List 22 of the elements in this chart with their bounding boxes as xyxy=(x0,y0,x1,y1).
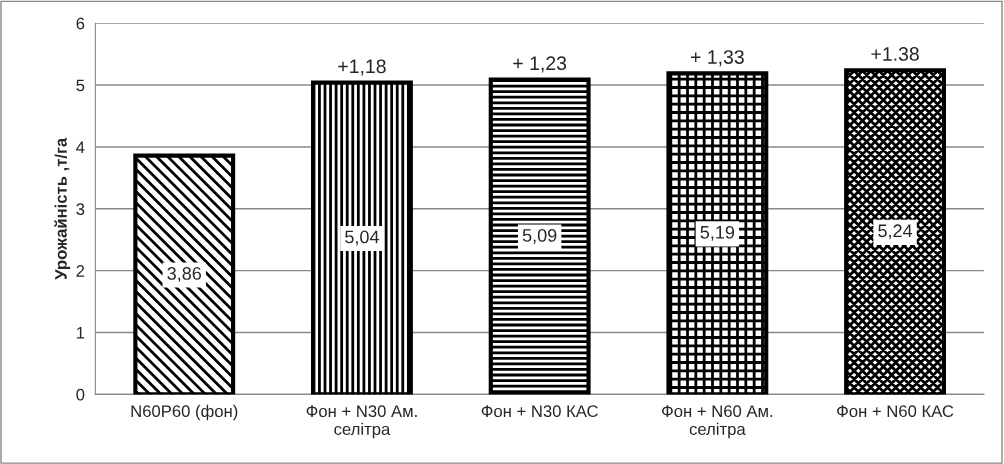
data-label: 5,04 xyxy=(345,230,379,246)
y-tick-label: 3 xyxy=(76,203,85,215)
annotation: +1.38 xyxy=(871,47,919,61)
x-tick-label: Фон + N30 Ам. селітра xyxy=(306,405,417,439)
data-label: 5,24 xyxy=(878,224,913,240)
annotation: +1,18 xyxy=(338,59,386,76)
y-axis-title: Урожайність ,т/га xyxy=(54,137,71,280)
x-tick-label: Фон + N60 КАС xyxy=(837,405,954,418)
data-label: 5,09 xyxy=(522,229,557,244)
y-tick-label: 4 xyxy=(76,141,85,153)
annotation: + 1,23 xyxy=(513,56,567,73)
annotation: + 1,33 xyxy=(691,50,744,67)
x-tick-label: N60P60 (фон) xyxy=(131,404,238,421)
y-tick-label: 2 xyxy=(76,265,85,277)
y-tick-label: 0 xyxy=(76,388,85,401)
data-label: 3,86 xyxy=(167,267,202,282)
y-tick-label: 5 xyxy=(76,79,85,92)
x-tick-label: Фон + N30 КАС xyxy=(481,405,598,418)
y-tick-label: 1 xyxy=(76,327,85,339)
y-tick-label: 6 xyxy=(76,17,85,30)
data-label: 5,19 xyxy=(700,225,735,241)
x-tick-label: Фон + N60 Ам. селітра xyxy=(662,405,773,439)
